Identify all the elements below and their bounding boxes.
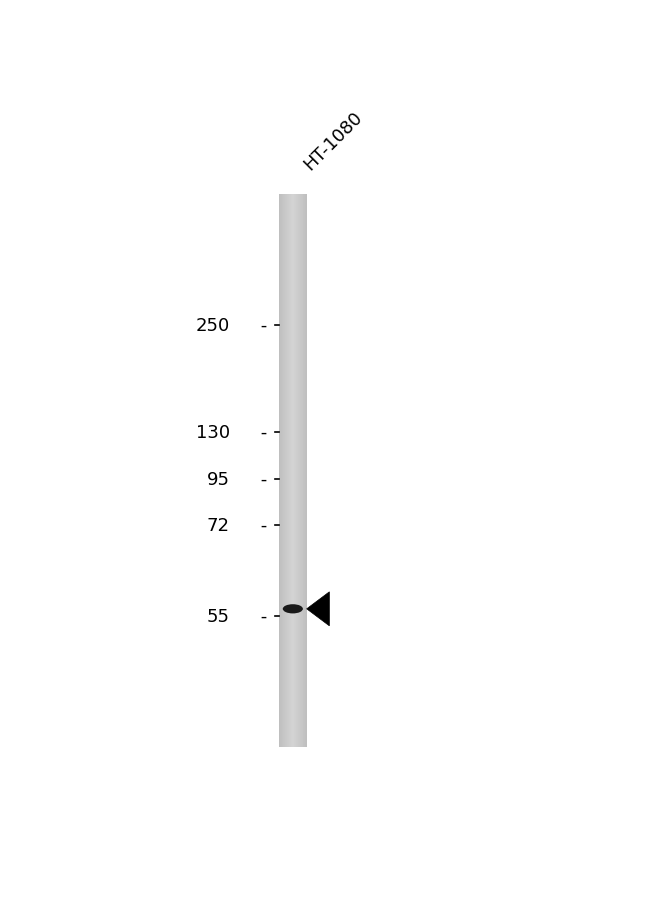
Bar [290,195,291,747]
Text: 55: 55 [207,607,230,625]
Bar [286,195,287,747]
Bar [300,195,301,747]
Bar [299,195,300,747]
Bar [302,195,304,747]
Bar [285,195,287,747]
Text: -: - [255,516,267,535]
Bar [288,195,289,747]
Bar [289,195,291,747]
Text: 95: 95 [207,471,230,489]
Bar [304,195,305,747]
Bar [287,195,289,747]
Bar [284,195,285,747]
Text: -: - [255,607,267,625]
Bar [280,195,281,747]
Bar [294,195,295,747]
Bar [297,195,298,747]
Bar [287,195,288,747]
Bar [279,195,280,747]
Bar [306,195,307,747]
Bar [281,195,282,747]
Text: -: - [255,471,267,489]
Bar [298,195,300,747]
Polygon shape [307,592,330,626]
Bar [300,195,302,747]
Text: 130: 130 [196,424,230,441]
Bar [301,195,302,747]
Bar [298,195,299,747]
Bar [296,195,297,747]
Bar [306,195,307,747]
Bar [280,195,281,747]
Bar [295,195,296,747]
Bar [302,195,303,747]
Text: 250: 250 [196,317,230,335]
Bar [285,195,286,747]
Bar [291,195,292,747]
Bar [283,195,284,747]
Bar [289,195,290,747]
Ellipse shape [283,605,303,614]
Bar [296,195,298,747]
Text: -: - [255,317,267,335]
Bar [303,195,304,747]
Text: -: - [255,424,267,441]
Text: 72: 72 [207,516,230,535]
Bar [292,195,293,747]
Text: HT-1080: HT-1080 [300,108,366,174]
Bar [281,195,283,747]
Bar [292,195,294,747]
Bar [291,195,292,747]
